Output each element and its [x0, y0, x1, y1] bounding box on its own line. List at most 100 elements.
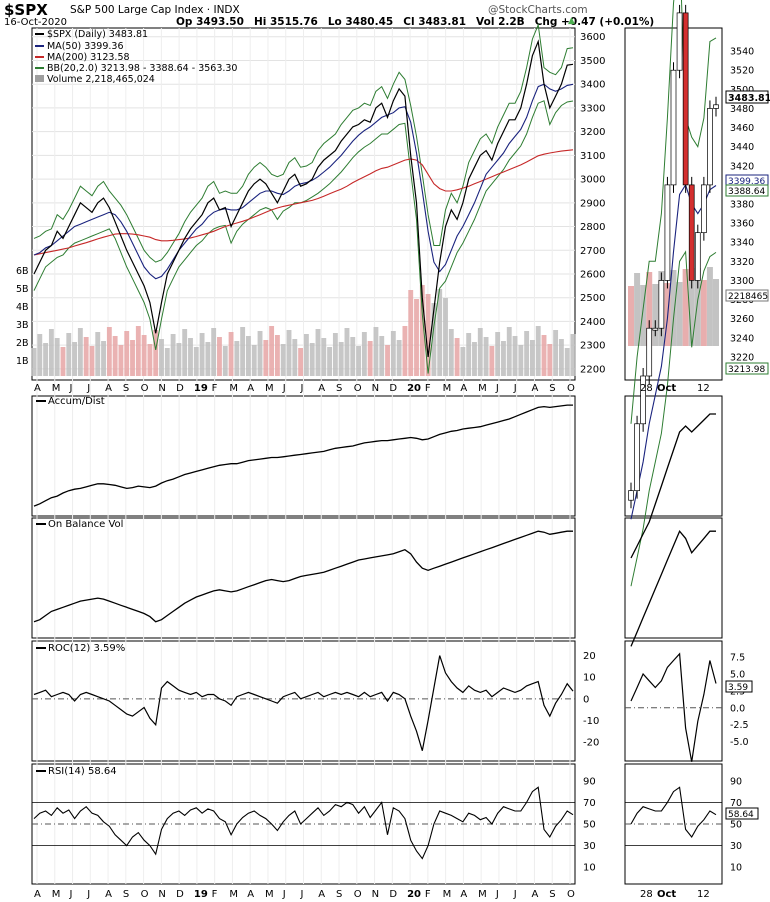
ohlc-readout: Op 3493.50 Hi 3515.76 Lo 3480.45 Cl 3483… — [176, 16, 654, 28]
roc-last-box — [725, 680, 753, 693]
zoom-volume-bar — [694, 268, 701, 346]
vol-last-box — [725, 289, 769, 302]
zoom-rsi-line — [630, 786, 717, 838]
zoom-price-tick-label: 3240 — [730, 333, 754, 344]
volume-bar — [274, 335, 280, 376]
volume-bar — [147, 344, 153, 376]
zoom-volume-bar — [713, 279, 719, 346]
exchange-name: INDX — [213, 4, 240, 16]
volume-bar — [535, 326, 541, 376]
volume-bar — [529, 340, 535, 376]
volume-tick-label: 6B — [16, 266, 29, 277]
x-tick-label: N — [158, 383, 165, 394]
volume-bar — [60, 347, 66, 376]
zoom-bb-upper-line — [630, 0, 717, 424]
roc-tick-label: 10 — [583, 673, 596, 684]
x-tick-label: O — [354, 383, 362, 394]
zoom-volume-bar — [688, 281, 695, 346]
zoom-rsi-tick-label: 90 — [730, 776, 742, 787]
ad-title-swatch — [36, 400, 46, 402]
volume-bar — [396, 340, 402, 376]
legend-ma50-swatch — [35, 45, 44, 47]
rsi-title-swatch — [36, 770, 46, 772]
volume-bar — [182, 329, 188, 376]
volume-bar — [199, 333, 205, 376]
candle-body — [670, 69, 677, 186]
chart-name: S&P 500 Large Cap Index · INDX — [70, 4, 240, 16]
volume-bar — [89, 346, 95, 376]
volume-tick-label: 4B — [16, 302, 29, 313]
volume-bar — [501, 341, 506, 376]
x-tick-label: S — [123, 889, 129, 900]
price-tick-label: 3600 — [580, 32, 605, 43]
legend-ma50: MA(50) 3399.36 — [47, 41, 124, 52]
up-arrow-icon: ▲ — [568, 16, 575, 26]
zoom-roc-tick-label: -5.0 — [730, 737, 749, 748]
candle-body — [640, 375, 646, 425]
zoom-price-tick-label: 3540 — [730, 47, 754, 58]
volume-bar — [547, 344, 553, 376]
zoom-x-tick-label: 12 — [697, 383, 710, 394]
roc-line — [33, 655, 574, 751]
zoom-rsi-tick-label: 10 — [730, 863, 742, 874]
volume-bar — [489, 346, 495, 376]
x-tick-label: J — [495, 889, 499, 900]
x-tick-label: 20 — [407, 383, 421, 394]
candle-body — [658, 280, 665, 329]
last-value-labels: 3483.81 3399.36 3388.64 2218465 3213.98 … — [725, 90, 770, 820]
volume-bar — [466, 333, 472, 376]
price-last-label: 3483.81 — [728, 93, 770, 104]
price-tick-label: 2400 — [580, 317, 605, 328]
volume-bar — [211, 328, 217, 376]
x-tick-label: D — [176, 889, 184, 900]
candle-body — [701, 184, 707, 234]
volume-bar — [402, 326, 408, 376]
volume-bar — [524, 331, 530, 376]
zoom-volume-bar — [646, 272, 653, 346]
zoom-price-tick-label: 3340 — [730, 238, 754, 249]
x-tick-label: J — [86, 889, 90, 900]
zoom-frame-price — [624, 27, 723, 381]
x-tick-label: M — [265, 889, 274, 900]
volume-bar — [257, 331, 263, 376]
volume-bar — [512, 336, 518, 376]
volume-bar — [350, 337, 356, 376]
zoom-price-tick-label: 3460 — [730, 123, 754, 134]
zoom-x-tick-label: 12 — [697, 889, 710, 900]
volume-bar — [327, 347, 333, 376]
volume-bar — [332, 333, 338, 376]
candle-body — [694, 232, 701, 281]
zoom-price-tick-label: 3500 — [730, 85, 754, 96]
volume-bar — [390, 331, 396, 376]
zoom-bb-lower-line — [630, 250, 717, 587]
roc-tick-label: 20 — [583, 651, 596, 662]
volume-bar — [460, 347, 466, 376]
volume-bar — [251, 345, 257, 376]
price-tick-label: 2200 — [580, 364, 605, 375]
zoom-frame-roc — [624, 640, 723, 762]
zoom-volume-bar — [640, 285, 647, 346]
volume-bar — [112, 336, 118, 376]
volume-bar — [303, 334, 309, 376]
x-tick-label: S — [123, 383, 129, 394]
zoom-ma50-line — [630, 183, 717, 520]
rsi-title: RSI(14) 58.64 — [48, 766, 117, 777]
x-tick-label: J — [495, 383, 499, 394]
zoom-price-tick-label: 3420 — [730, 161, 754, 172]
x-tick-label: M — [229, 889, 238, 900]
rsi-line — [33, 786, 574, 860]
candle-body — [688, 184, 695, 281]
bbmid-last-label: 3388.64 — [728, 187, 765, 197]
roc-tick-label: -20 — [583, 738, 599, 749]
volume-bar — [188, 338, 193, 376]
volume-bar — [437, 289, 443, 376]
bb-lower-line — [33, 100, 574, 374]
zoom-price-tick-label: 3480 — [730, 104, 754, 115]
x-tick-label: D — [176, 383, 184, 394]
price-last-box — [725, 90, 769, 104]
zoom-price-tick-label: 3260 — [730, 314, 754, 325]
price-tick-label: 2300 — [580, 341, 605, 352]
legend-price-swatch — [35, 33, 44, 35]
x-tick-label: F — [212, 383, 218, 394]
